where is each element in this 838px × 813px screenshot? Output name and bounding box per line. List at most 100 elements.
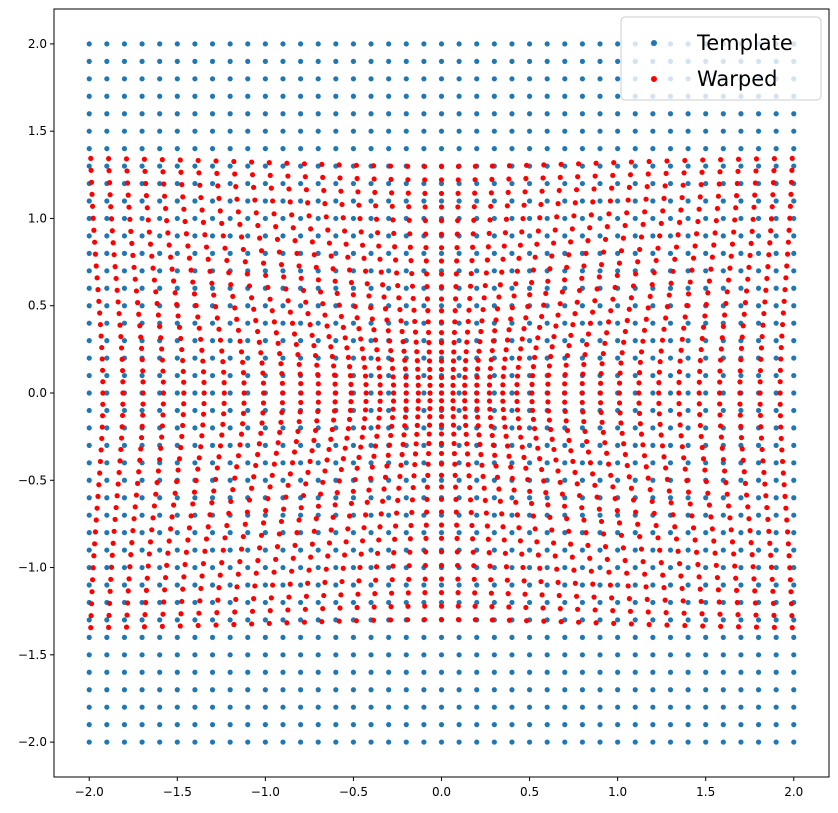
- x-tick-label: 1.0: [608, 785, 627, 799]
- warped-point: [382, 306, 389, 312]
- template-point: [104, 146, 110, 152]
- template-point: [421, 739, 427, 745]
- template-point: [773, 111, 779, 117]
- template-point: [104, 268, 110, 274]
- template-point: [209, 111, 216, 117]
- warped-point: [295, 351, 301, 358]
- warped-point: [518, 346, 524, 352]
- warped-point: [784, 251, 791, 257]
- warped-point: [376, 243, 382, 249]
- warped-point: [438, 218, 445, 224]
- template-point: [192, 460, 198, 466]
- warped-point: [198, 444, 204, 450]
- warped-point: [717, 169, 723, 175]
- template-point: [192, 495, 198, 501]
- warped-point: [655, 245, 661, 251]
- warped-point: [425, 450, 432, 457]
- warped-point: [644, 183, 650, 190]
- template-point: [104, 617, 110, 623]
- warped-point: [659, 443, 666, 449]
- warped-point: [132, 504, 138, 510]
- warped-point: [677, 358, 683, 364]
- warped-point: [606, 211, 612, 217]
- warped-point: [452, 319, 458, 325]
- template-point: [386, 530, 392, 536]
- template-point: [157, 634, 163, 640]
- warped-point: [393, 257, 399, 263]
- warped-point: [260, 380, 267, 386]
- warped-point: [758, 345, 765, 351]
- template-point: [791, 512, 797, 518]
- warped-point: [718, 157, 724, 163]
- warped-point: [108, 216, 115, 222]
- warped-point: [496, 294, 502, 300]
- warped-point: [503, 433, 509, 439]
- template-point: [121, 372, 128, 379]
- template-point: [720, 669, 726, 675]
- template-point: [526, 512, 533, 518]
- template-point: [350, 582, 357, 588]
- template-point: [773, 285, 779, 291]
- warped-point: [580, 409, 586, 415]
- warped-point: [297, 409, 303, 415]
- warped-point: [388, 163, 394, 169]
- warped-point: [251, 306, 257, 312]
- template-point: [791, 250, 797, 256]
- warped-point: [768, 228, 774, 234]
- warped-point: [700, 456, 707, 462]
- warped-point: [627, 608, 634, 614]
- template-point: [509, 495, 515, 501]
- warped-point: [267, 484, 273, 490]
- template-point: [562, 233, 568, 239]
- warped-point: [375, 550, 381, 556]
- warped-point: [672, 256, 678, 262]
- warped-point: [106, 624, 112, 630]
- template-point: [227, 669, 233, 675]
- warped-point: [527, 488, 533, 494]
- warped-point: [281, 274, 287, 280]
- template-point: [421, 477, 427, 483]
- template-point: [333, 530, 339, 536]
- warped-point: [785, 239, 791, 245]
- template-point: [315, 128, 321, 134]
- warped-point: [401, 348, 407, 354]
- warped-point: [483, 510, 489, 516]
- warped-point: [682, 466, 688, 472]
- warped-point: [438, 366, 445, 373]
- template-point: [562, 128, 568, 134]
- warped-point: [451, 339, 457, 346]
- warped-point: [154, 300, 160, 307]
- warped-point: [564, 352, 571, 359]
- warped-point: [88, 155, 94, 161]
- template-point: [791, 215, 797, 222]
- warped-point: [628, 159, 634, 165]
- template-point: [192, 76, 198, 82]
- template-point: [192, 739, 198, 745]
- warped-point: [549, 344, 555, 350]
- template-point: [491, 407, 497, 414]
- warped-point: [550, 540, 557, 546]
- warped-point: [570, 322, 576, 328]
- template-point: [773, 372, 779, 379]
- template-point: [421, 41, 427, 47]
- warped-point: [242, 259, 248, 265]
- template-point: [280, 355, 286, 361]
- warped-point: [676, 379, 682, 386]
- warped-point: [455, 217, 461, 224]
- warped-point: [516, 255, 522, 261]
- template-point: [192, 146, 198, 152]
- warped-point: [750, 216, 756, 222]
- warped-point: [409, 509, 415, 516]
- template-point: [86, 250, 92, 256]
- template-point: [280, 180, 286, 187]
- template-point: [579, 215, 586, 222]
- template-point: [791, 442, 797, 448]
- template-point: [139, 93, 145, 99]
- warped-point: [592, 607, 598, 613]
- warped-point: [332, 399, 338, 405]
- warped-point: [171, 502, 177, 508]
- template-point: [174, 355, 180, 361]
- template-point: [773, 582, 779, 588]
- warped-point: [699, 444, 705, 451]
- warped-point: [635, 521, 641, 527]
